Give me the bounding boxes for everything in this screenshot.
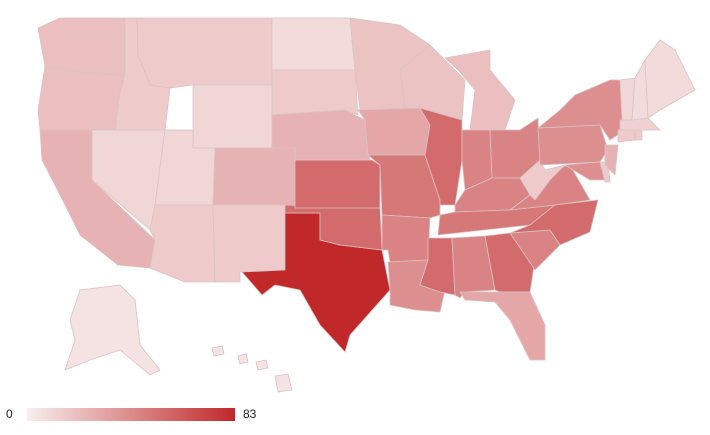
state <box>212 147 296 206</box>
state <box>136 17 273 89</box>
state <box>37 65 126 131</box>
legend-max: 83 <box>243 407 257 421</box>
state <box>617 129 636 143</box>
state <box>211 345 225 357</box>
state <box>604 144 619 176</box>
state <box>271 109 371 161</box>
state <box>537 124 609 166</box>
state <box>64 284 161 376</box>
legend-min: 0 <box>6 407 13 421</box>
state <box>37 17 126 76</box>
state <box>192 84 273 149</box>
state <box>271 17 356 71</box>
state <box>271 69 359 116</box>
state <box>644 39 696 119</box>
state <box>274 373 293 393</box>
legend-bar <box>27 408 235 421</box>
state <box>255 359 269 371</box>
state <box>149 204 216 283</box>
state <box>634 129 643 141</box>
state <box>357 107 431 156</box>
state <box>237 353 249 365</box>
state <box>381 214 431 263</box>
state <box>284 204 383 251</box>
state <box>294 159 381 209</box>
state <box>459 291 546 361</box>
